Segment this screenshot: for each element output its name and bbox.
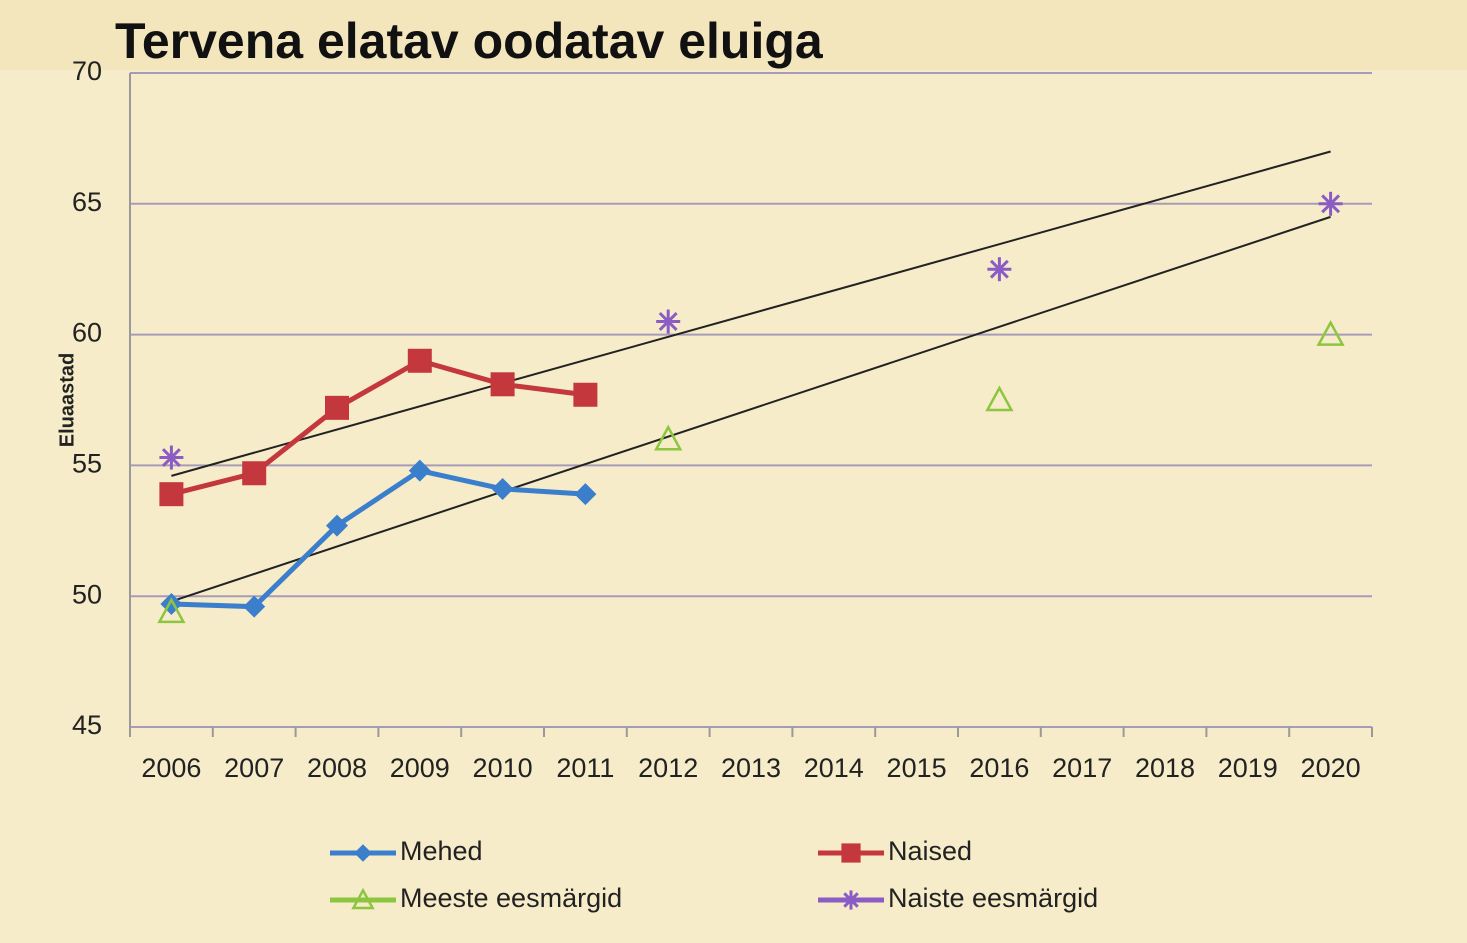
trendline: [171, 150, 1331, 477]
x-tick-label: 2016: [969, 753, 1029, 783]
marker: [242, 461, 267, 486]
marker: [159, 445, 184, 470]
series-line: [170, 358, 586, 497]
x-tick-label: 2019: [1218, 753, 1278, 783]
x-tick-label: 2015: [887, 753, 947, 783]
marker: [407, 348, 432, 373]
x-tick-label: 2020: [1301, 753, 1361, 783]
y-tick-label: 45: [72, 710, 102, 740]
marker: [1316, 319, 1345, 346]
marker: [985, 385, 1014, 412]
y-tick-label: 60: [72, 318, 102, 348]
marker: [573, 382, 598, 407]
marker: [654, 424, 683, 451]
marker-stroke: [161, 448, 181, 468]
legend-label: Mehed: [400, 836, 483, 866]
marker: [159, 482, 184, 507]
title-band: [0, 0, 1467, 70]
x-tick-label: 2010: [473, 753, 533, 783]
marker: [326, 514, 348, 537]
y-tick-label: 65: [72, 187, 102, 217]
marker-stroke: [658, 312, 678, 331]
legend-marker: [841, 890, 861, 910]
marker: [490, 372, 515, 397]
marker: [325, 395, 349, 420]
chart-title: Tervena elatav oodatav eluiga: [115, 13, 824, 69]
legend-marker: [351, 887, 375, 910]
legend-marker: [354, 844, 372, 862]
marker-stroke: [843, 892, 859, 908]
x-tick-label: 2011: [556, 753, 614, 783]
marker: [491, 477, 514, 500]
x-tick-label: 2006: [141, 753, 201, 783]
series-line: [171, 467, 586, 610]
legend-label: Naiste eesmärgid: [888, 883, 1098, 913]
trendline: [171, 215, 1331, 603]
legend-label: Naised: [888, 836, 972, 866]
marker: [408, 459, 431, 482]
marker: [656, 309, 681, 334]
legend-label: Meeste eesmärgid: [400, 883, 622, 913]
x-tick-label: 2008: [307, 753, 367, 783]
marker: [987, 257, 1012, 282]
marker: [157, 597, 186, 624]
x-tick-label: 2018: [1135, 753, 1195, 783]
y-axis-label: Eluaastad: [56, 353, 78, 447]
x-tick-label: 2007: [224, 753, 284, 783]
marker: [574, 483, 597, 506]
legend-marker: [841, 843, 861, 863]
marker: [1318, 191, 1343, 216]
x-tick-label: 2014: [804, 753, 864, 783]
x-tick-label: 2017: [1052, 753, 1112, 783]
marker: [243, 595, 266, 618]
y-tick-label: 50: [72, 579, 102, 609]
y-tick-label: 70: [72, 56, 102, 86]
y-tick-label: 55: [72, 449, 102, 479]
marker-stroke: [1321, 194, 1341, 214]
x-tick-label: 2012: [638, 753, 698, 783]
x-tick-label: 2009: [390, 753, 450, 783]
x-tick-label: 2013: [721, 753, 781, 783]
marker-stroke: [989, 259, 1009, 279]
